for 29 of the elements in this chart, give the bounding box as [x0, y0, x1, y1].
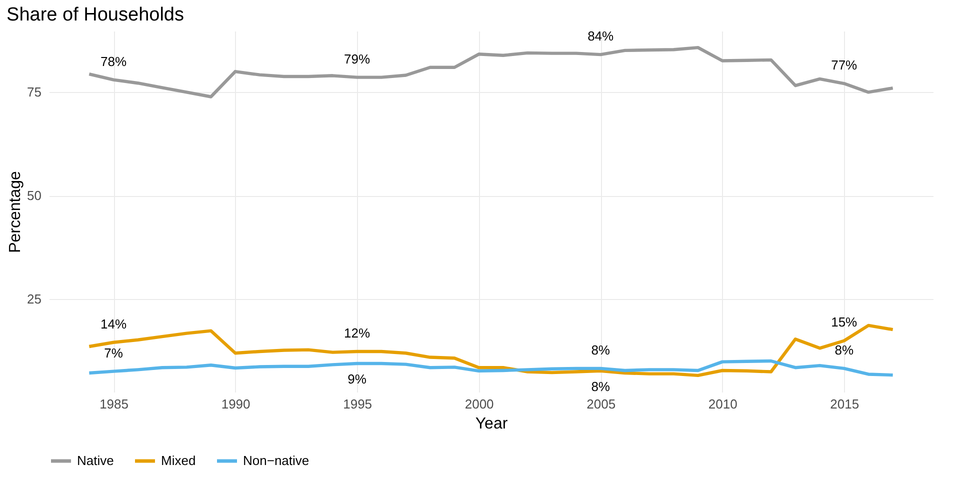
x-tick-label: 1985 [100, 396, 128, 412]
annotation: 8% [591, 342, 610, 358]
x-axis-title: Year [475, 416, 508, 432]
x-tick-label: 2010 [708, 396, 738, 412]
annotation: 14% [100, 316, 127, 332]
legend-label: Native [77, 453, 114, 468]
chart-title: Share of Households [6, 4, 184, 26]
annotation: 78% [100, 54, 127, 69]
annotation: 79% [344, 51, 371, 66]
y-tick-label: 75 [27, 84, 42, 100]
annotation: 77% [831, 58, 858, 73]
y-tick-label: 25 [27, 291, 42, 306]
annotation: 84% [588, 28, 614, 44]
annotation: 15% [831, 314, 858, 330]
legend-label: Non−native [243, 453, 310, 468]
x-tick-label: 1995 [343, 396, 372, 412]
y-tick-label: 50 [27, 188, 42, 204]
line-series [88, 46, 894, 98]
y-axis-title: Percentage [7, 170, 24, 253]
annotation: 12% [344, 325, 371, 340]
x-tick-label: 2015 [830, 396, 860, 412]
annotation: 9% [348, 371, 367, 386]
annotation: 7% [104, 345, 124, 360]
legend-label: Mixed [161, 453, 196, 468]
x-tick-label: 2000 [464, 396, 494, 412]
x-tick-label: 2005 [586, 396, 616, 412]
annotation: 8% [591, 378, 610, 394]
x-tick-label: 1990 [221, 396, 250, 412]
annotation: 8% [834, 342, 854, 358]
